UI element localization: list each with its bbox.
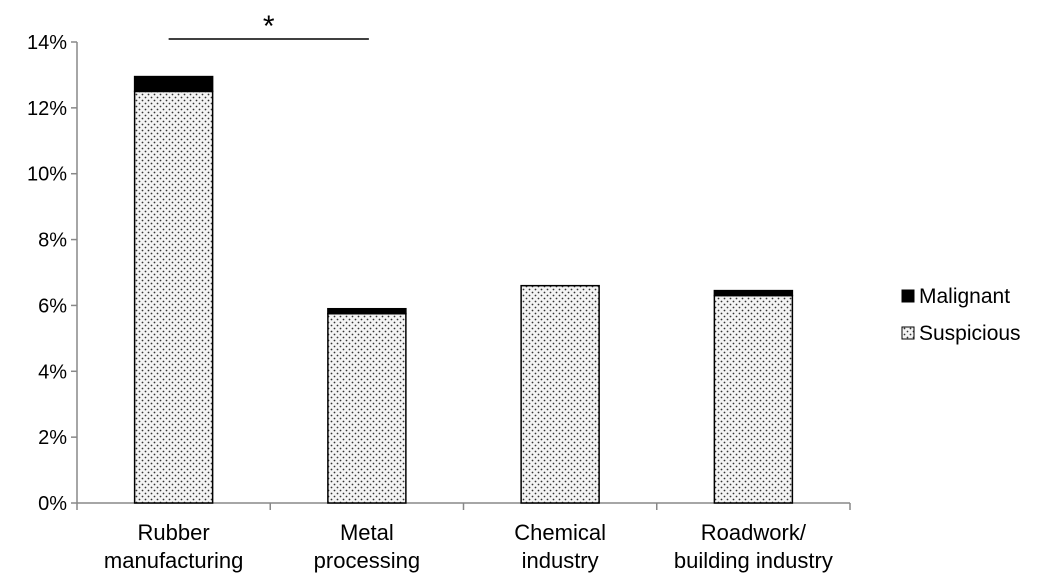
legend-swatch-malignant	[901, 289, 915, 303]
bar-segment-suspicious	[327, 312, 407, 504]
y-tick-label: 10%	[27, 164, 67, 186]
y-tick-label: 2%	[38, 427, 67, 449]
x-category-label: Metal processing	[314, 520, 420, 573]
significance-mark: *	[263, 10, 275, 43]
x-category-label: Roadwork/building industry	[674, 520, 833, 573]
y-tick-label: 0%	[38, 493, 67, 515]
x-category-label: Chemical industry	[514, 520, 606, 573]
bar-segment-malignant	[133, 75, 214, 93]
bar-segment-suspicious	[520, 284, 600, 504]
y-tick-label: 14%	[27, 32, 67, 54]
y-tick-label: 4%	[38, 361, 67, 383]
legend-label: Malignant	[919, 285, 1010, 308]
bar-segment-malignant	[327, 307, 407, 315]
legend: Malignant Suspicious	[901, 285, 1021, 345]
x-category-label: Rubber manufacturing	[104, 520, 243, 573]
x-axis: Rubber manufacturing Metal processing Chemic…	[76, 502, 851, 573]
bar-segment-suspicious	[133, 90, 214, 504]
y-tick-label: 8%	[38, 230, 67, 252]
significance-annotation: *	[168, 10, 369, 43]
y-tick-label: 6%	[38, 295, 67, 317]
y-axis: 0% 2% 4% 6% 8% 10% 12% 14%	[27, 32, 78, 515]
bar-segment-suspicious	[713, 294, 794, 504]
legend-label: Suspicious	[919, 322, 1021, 345]
y-tick-label: 12%	[27, 98, 67, 120]
bar-segment-malignant	[713, 289, 794, 297]
bars	[133, 75, 794, 504]
legend-swatch-suspicious	[901, 326, 915, 340]
